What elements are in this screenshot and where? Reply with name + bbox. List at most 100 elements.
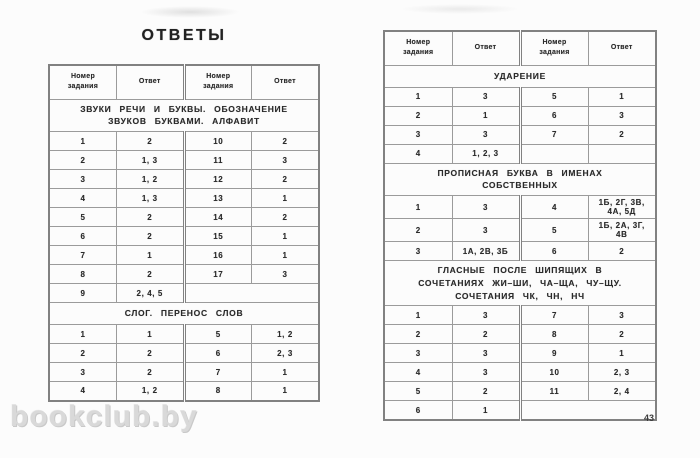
task-number-cell: 3 bbox=[383, 343, 453, 364]
answer-cell: 2 bbox=[116, 264, 185, 284]
table-row: 4 1, 3 13 1 bbox=[48, 188, 320, 208]
table-row: 3 1А, 2В, 3Б 6 2 bbox=[383, 241, 657, 261]
column-header: Ответ bbox=[116, 64, 185, 100]
task-number-cell: 6 bbox=[182, 343, 252, 363]
answer-cell: 3 bbox=[251, 264, 320, 284]
task-number-cell: 11 bbox=[518, 381, 589, 402]
table-row: 4 3 10 2, 3 bbox=[383, 362, 657, 383]
empty-cell bbox=[587, 143, 657, 164]
table-row: 5 2 14 2 bbox=[48, 207, 320, 227]
answer-cell: 2, 4 bbox=[587, 381, 657, 402]
answer-cell: 1, 2 bbox=[116, 169, 185, 189]
answer-cell: 1Б, 2Г, 3В, 4А, 5Д bbox=[587, 195, 657, 219]
empty-cell bbox=[518, 143, 589, 164]
task-number-cell: 8 bbox=[518, 324, 589, 345]
task-number-cell: 6 bbox=[383, 400, 453, 421]
answer-cell: 3 bbox=[587, 305, 657, 326]
section-row: СЛОГ. ПЕРЕНОС СЛОВ bbox=[48, 302, 320, 325]
task-number-cell: 6 bbox=[518, 241, 589, 261]
answer-cell: 2 bbox=[251, 131, 320, 151]
task-number-cell: 4 bbox=[48, 188, 117, 208]
column-header: Номер задания bbox=[48, 64, 117, 100]
page-title: ОТВЕТЫ bbox=[141, 27, 227, 44]
task-number-cell: 1 bbox=[48, 131, 117, 151]
answer-cell: 3 bbox=[587, 105, 657, 126]
answer-cell: 1, 3 bbox=[116, 188, 185, 208]
answer-cell: 1 bbox=[251, 188, 320, 208]
task-number-cell: 10 bbox=[518, 362, 589, 383]
answer-cell: 1Б, 2А, 3Г, 4В bbox=[587, 218, 657, 242]
answer-cell: 1, 2, 3 bbox=[451, 143, 521, 164]
task-number-cell: 7 bbox=[182, 362, 252, 382]
task-number-cell: 7 bbox=[518, 305, 589, 326]
answer-cell: 1 bbox=[251, 381, 320, 401]
task-number-cell: 1 bbox=[383, 305, 453, 326]
task-number-cell: 5 bbox=[518, 218, 589, 242]
scan-smudge bbox=[140, 6, 240, 18]
answers-table-right: Номер задания Ответ Номер задания Ответ УДАР… bbox=[383, 30, 657, 421]
answer-cell: 3 bbox=[451, 218, 521, 242]
table-row: 2 1, 3 11 3 bbox=[48, 150, 320, 170]
task-number-cell: 13 bbox=[182, 188, 252, 208]
task-number-cell: 4 bbox=[518, 195, 589, 219]
task-number-cell: 2 bbox=[48, 343, 117, 363]
answer-cell: 2 bbox=[451, 324, 521, 345]
section-title: УДАРЕНИЕ bbox=[383, 64, 657, 88]
table-row: 9 2, 4, 5 bbox=[48, 283, 320, 303]
answer-cell: 1 bbox=[587, 343, 657, 364]
answer-cell: 1, 2 bbox=[116, 381, 185, 401]
answer-cell: 2 bbox=[116, 131, 185, 151]
answer-cell: 3 bbox=[451, 86, 521, 107]
answer-cell: 1 bbox=[116, 324, 185, 344]
table-row: 1 2 10 2 bbox=[48, 131, 320, 151]
section-row: ЗВУКИ РЕЧИ И БУКВЫ. ОБОЗНАЧЕНИЕ ЗВУКОВ Б… bbox=[48, 98, 320, 132]
task-number-cell: 2 bbox=[383, 105, 453, 126]
answers-table-left: Номер задания Ответ Номер задания Ответ ЗВУК… bbox=[48, 64, 320, 402]
table-row: 4 1, 2, 3 bbox=[383, 143, 657, 164]
answer-cell: 1 bbox=[251, 245, 320, 265]
answer-cell: 2 bbox=[451, 381, 521, 402]
answer-cell: 2 bbox=[116, 226, 185, 246]
answer-cell: 1 bbox=[251, 226, 320, 246]
task-number-cell: 9 bbox=[48, 283, 117, 303]
task-number-cell: 5 bbox=[48, 207, 117, 227]
answer-cell: 3 bbox=[451, 305, 521, 326]
table-row: 1 1 5 1, 2 bbox=[48, 324, 320, 344]
answer-cell: 1 bbox=[587, 86, 657, 107]
answer-cell: 2, 4, 5 bbox=[116, 283, 185, 303]
task-number-cell: 15 bbox=[182, 226, 252, 246]
section-title: ГЛАСНЫЕ ПОСЛЕ ШИПЯЩИХ В СОЧЕТАНИЯХ ЖИ–ШИ… bbox=[383, 259, 657, 307]
table-row: 6 2 15 1 bbox=[48, 226, 320, 246]
table-row: 3 1, 2 12 2 bbox=[48, 169, 320, 189]
answer-cell: 2 bbox=[251, 169, 320, 189]
task-number-cell: 1 bbox=[383, 86, 453, 107]
answer-cell: 1, 3 bbox=[116, 150, 185, 170]
task-number-cell: 6 bbox=[518, 105, 589, 126]
task-number-cell: 5 bbox=[182, 324, 252, 344]
empty-cell bbox=[182, 283, 320, 303]
table-row: 7 1 16 1 bbox=[48, 245, 320, 265]
task-number-cell: 8 bbox=[48, 264, 117, 284]
answer-cell: 3 bbox=[251, 150, 320, 170]
task-number-cell: 2 bbox=[48, 150, 117, 170]
table-row: 2 2 6 2, 3 bbox=[48, 343, 320, 363]
section-title: ПРОПИСНАЯ БУКВА В ИМЕНАХ СОБСТВЕННЫХ bbox=[383, 162, 657, 196]
answer-cell: 1 bbox=[451, 105, 521, 126]
task-number-cell: 3 bbox=[383, 241, 453, 261]
answer-cell: 3 bbox=[451, 343, 521, 364]
answer-cell: 1 bbox=[116, 245, 185, 265]
section-row: УДАРЕНИЕ bbox=[383, 64, 657, 88]
column-header: Номер задания bbox=[383, 30, 453, 66]
task-number-cell: 1 bbox=[383, 195, 453, 219]
page-number: 43 bbox=[643, 413, 654, 423]
task-number-cell: 9 bbox=[518, 343, 589, 364]
